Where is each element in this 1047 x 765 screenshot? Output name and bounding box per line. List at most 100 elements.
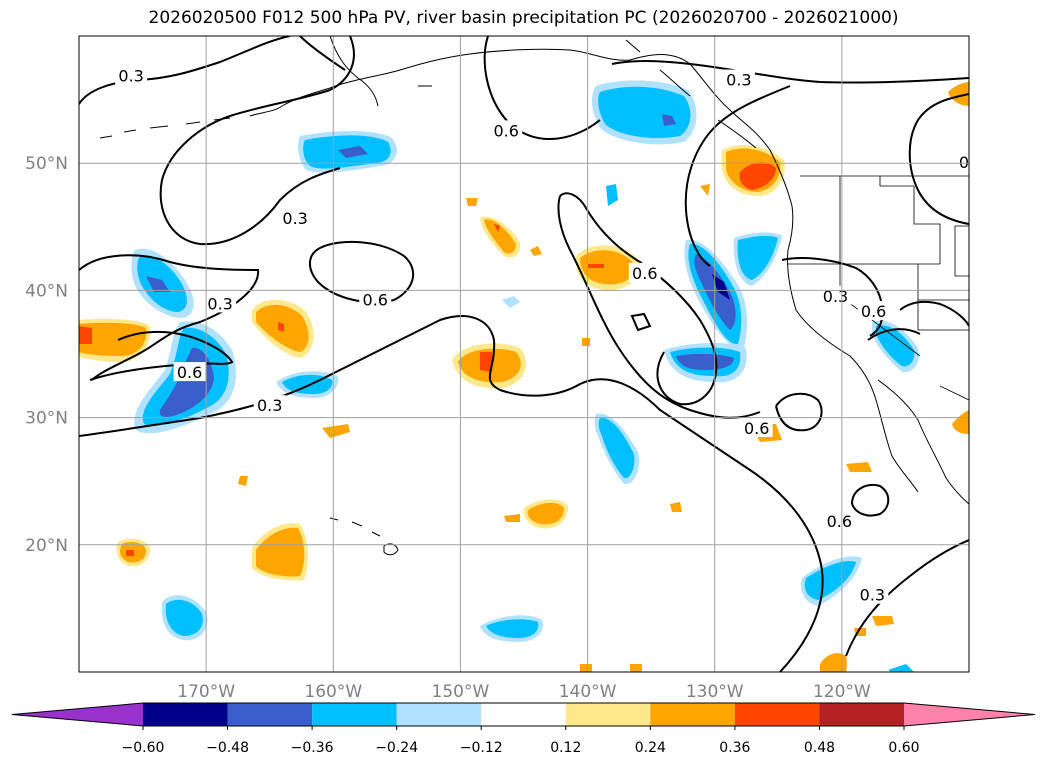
negative-anomalies [131, 80, 919, 672]
pv-contour-0.6-small [775, 392, 823, 432]
borders [788, 175, 969, 401]
colorbar-label-3: −0.24 [375, 740, 418, 756]
neg-area-small-1 [606, 184, 618, 206]
state-borders [788, 176, 969, 401]
contour-label-bg-14 [856, 584, 889, 604]
contour-label-bg-0 [115, 65, 148, 85]
contour-label-bg-4 [279, 208, 312, 228]
contour-label-bg-10 [173, 362, 206, 382]
contour-label-6: 0.6 [632, 264, 657, 283]
neg-area-small-3 [888, 664, 914, 672]
pos-area-15 [466, 198, 478, 206]
contour-label-9: 0.3 [207, 294, 232, 313]
pos-area-west-edge-red [79, 326, 92, 344]
neg-area-mid-core [598, 417, 635, 479]
pv-contour-0.3-nw-coast [684, 85, 969, 267]
pos-area-17 [582, 338, 590, 346]
precip-shading [79, 80, 969, 672]
colorbar-label-5: 0.12 [550, 740, 581, 756]
gridlines [79, 36, 969, 672]
pv-contour-0.6-baja [867, 328, 921, 341]
neg-area-oregon-core [737, 235, 778, 280]
pos-area-11 [820, 653, 847, 672]
lon-label-0: 170°W [177, 682, 235, 702]
colorbar-label-4: −0.12 [460, 740, 503, 756]
contour-label-bg-11 [253, 395, 286, 415]
pos-area-10 [846, 462, 872, 472]
lon-label-5: 120°W [813, 682, 871, 702]
positive-anomalies [79, 82, 969, 672]
neg-area-south-2-core [165, 599, 203, 636]
colorbar-extend-low [12, 703, 143, 726]
pos-area-5-core [256, 527, 305, 577]
pv-contour-0.6-west [89, 330, 234, 381]
colorbar-box-3 [396, 703, 482, 726]
lon-label-3: 140°W [559, 682, 617, 702]
colorbar-label-2: −0.36 [291, 740, 334, 756]
colorbar-label-1: −0.48 [206, 740, 249, 756]
pos-area-16 [530, 246, 542, 256]
neg-area-coast-1-navy [712, 274, 730, 300]
axis-labels: 20°N 30°N 40°N 50°N 170°W 160°W 150°W 140°W 130°… [25, 154, 871, 702]
pos-area-22 [630, 664, 642, 672]
neg-area-south-3-core [486, 619, 539, 638]
colorbar-box-0 [143, 703, 228, 726]
contour-label-bg-3 [955, 152, 969, 172]
colorbar-label-6: 0.24 [635, 740, 666, 756]
lat-label-1: 30°N [25, 409, 68, 429]
contour-labels: 0.3 0.6 0.3 0.3 0.3 0.6 0.6 0.3 0.6 0.3 0.6 0.3 0.6 0… [115, 65, 969, 605]
neg-area-gulf-alaska-inner [662, 114, 676, 126]
contour-label-8: 0.6 [861, 302, 886, 321]
contour-label-bg-1 [490, 120, 523, 140]
pos-area-6-red [126, 550, 134, 556]
colorbar-box-1 [227, 703, 313, 726]
contour-label-5: 0.6 [363, 291, 388, 310]
pos-area-2-red [480, 352, 492, 372]
pos-area-21 [580, 664, 592, 672]
neg-area-coast-2-inner [676, 353, 734, 370]
pos-area-3-red [588, 264, 604, 268]
pos-area-19 [504, 514, 520, 522]
pos-area-14 [700, 184, 710, 196]
colorbar-label-7: 0.36 [719, 740, 750, 756]
pos-area-west-edge-core [79, 322, 147, 356]
pv-contour-0.3-north [79, 36, 969, 140]
contour-label-bg-9 [204, 293, 237, 313]
west-coast [787, 205, 969, 505]
lon-label-4: 130°W [686, 682, 744, 702]
colorbar-extend-high [904, 703, 1035, 726]
pv-contour-0.6-coast [557, 192, 761, 419]
pos-area-bc-red [739, 162, 776, 190]
pv-contour-0.3-south [845, 539, 969, 657]
colorbar-box-8 [819, 703, 904, 726]
pos-area-7-core [527, 502, 564, 525]
lon-label-1: 160°W [304, 682, 362, 702]
pos-area-4-core [484, 219, 516, 254]
neg-area-south-1-core [804, 560, 856, 600]
contour-label-13: 0.6 [827, 512, 852, 531]
contour-label-4: 0.3 [282, 209, 307, 228]
contour-label-2: 0.3 [726, 71, 751, 90]
pos-area-3-core [580, 250, 635, 285]
pos-area-20 [238, 476, 248, 486]
contour-label-bg-5 [359, 289, 392, 309]
colorbar: −0.60 −0.48 −0.36 −0.24 −0.12 0.12 0.24 0.36 0.4… [11, 702, 1036, 756]
colorbar-label-0: −0.60 [122, 740, 165, 756]
contour-label-7: 0.3 [823, 287, 848, 306]
contour-label-0: 0.3 [118, 67, 143, 86]
contour-label-14: 0.3 [860, 586, 885, 605]
contour-label-bg-12 [740, 418, 773, 438]
lat-label-0: 20°N [25, 536, 68, 556]
neg-area-baja-core [876, 325, 915, 367]
map-title: 2026020500 F012 500 hPa PV, river basin … [148, 8, 899, 28]
contour-label-bg-13 [823, 510, 856, 530]
pos-area-baja-edge [952, 410, 969, 434]
contour-label-11: 0.3 [257, 396, 282, 415]
contour-label-1: 0.6 [493, 121, 518, 140]
pos-area-18 [670, 502, 682, 512]
lat-label-3: 50°N [25, 154, 68, 174]
lon-label-2: 150°W [432, 682, 490, 702]
aleutians [99, 85, 432, 139]
colorbar-label-8: 0.48 [804, 740, 835, 756]
